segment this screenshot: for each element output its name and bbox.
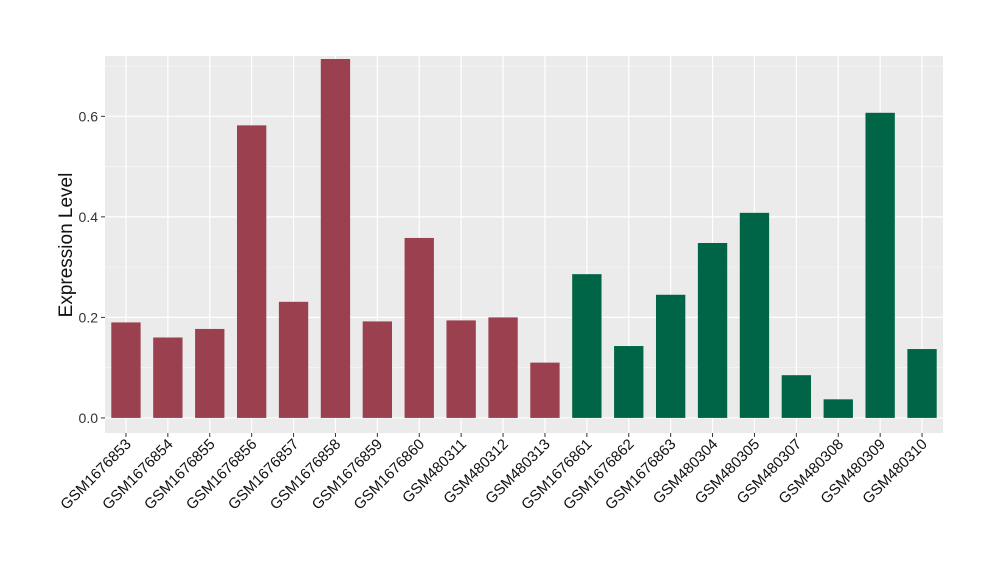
y-axis-title: Expression Level	[56, 173, 77, 318]
bar-gsm1676858	[320, 59, 351, 418]
x-tick-label: GSM1676853	[57, 436, 134, 513]
bar-gsm1676862	[614, 346, 644, 418]
bar-gsm1676856	[236, 125, 267, 418]
bar-gsm1676861	[572, 274, 602, 418]
bar-gsm1676860	[404, 237, 434, 418]
bar-gsm1676857	[278, 301, 309, 418]
bar-gsm1676859	[362, 321, 393, 418]
bar-gsm480313	[530, 362, 560, 418]
bar-gsm480307	[781, 375, 812, 418]
bar-gsm480308	[823, 399, 853, 418]
bar-gsm1676854	[153, 337, 183, 418]
bar-gsm1676855	[195, 328, 225, 418]
x-axis: GSM1676853GSM1676854GSM1676855GSM1676856…	[57, 433, 931, 513]
y-tick-label: 0.0	[79, 410, 99, 426]
bar-gsm480309	[865, 112, 895, 418]
bar-gsm1676863	[655, 294, 686, 418]
bar-gsm480310	[907, 349, 937, 418]
bar-gsm480312	[488, 317, 518, 418]
y-tick-label: 0.4	[79, 209, 99, 225]
bar-gsm480305	[739, 212, 770, 418]
y-tick-label: 0.6	[79, 108, 99, 124]
bar-gsm480311	[446, 320, 476, 418]
bars-group	[111, 59, 937, 418]
bar-gsm480304	[697, 242, 728, 418]
y-axis: 0.0 0.2 0.4 0.6	[79, 108, 105, 426]
plot-panel	[105, 56, 943, 433]
y-tick-label: 0.2	[79, 309, 99, 325]
bar-gsm1676853	[111, 322, 141, 418]
